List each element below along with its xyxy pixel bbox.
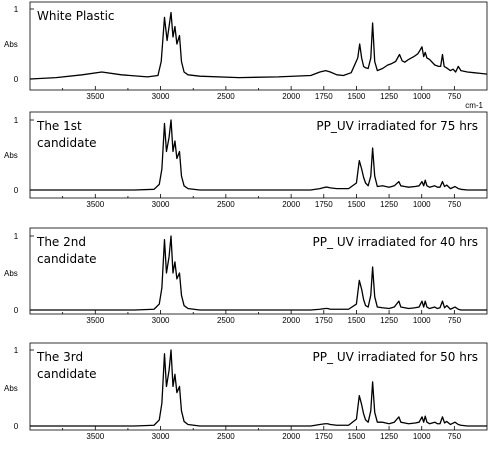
x-tick-label: 750 (448, 92, 462, 101)
x-tick-label: 3500 (86, 200, 104, 209)
x-tick-label: 750 (448, 316, 462, 325)
x-tick-label: 1000 (413, 200, 431, 209)
panel-frame (29, 1, 488, 91)
x-tick-label: 1000 (413, 316, 431, 325)
x-tick-label: 1750 (315, 92, 333, 101)
panel-annotation: PP_ UV irradiated for 50 hrs (313, 350, 478, 364)
x-tick-label: 1500 (348, 316, 366, 325)
x-tick-label: 1750 (315, 316, 333, 325)
y-tick-label: 0 (14, 306, 19, 315)
x-tick-label: 1750 (315, 200, 333, 209)
x-tick-label: 1750 (315, 432, 333, 441)
x-tick-label: 1250 (380, 92, 398, 101)
panel-annotation: PP_UV irradiated for 75 hrs (316, 119, 478, 133)
spectrum-line (30, 349, 487, 427)
panel-title: The 1st (36, 119, 82, 133)
x-tick-label: 1250 (380, 316, 398, 325)
panel-annotation: PP_ UV irradiated for 40 hrs (313, 235, 478, 249)
spectrum-line (30, 235, 487, 311)
x-tick-label: 1250 (380, 200, 398, 209)
y-tick-label: 1 (14, 5, 19, 14)
x-tick-label: 1500 (348, 432, 366, 441)
panel-frame (29, 342, 488, 431)
x-unit-label: cm-1 (465, 101, 483, 110)
x-tick-label: 2000 (282, 316, 300, 325)
x-tick-label: 1500 (348, 92, 366, 101)
y-tick-label: 1 (14, 116, 19, 125)
x-tick-label: 1250 (380, 432, 398, 441)
x-tick-label: 3000 (152, 200, 170, 209)
x-tick-label: 2500 (217, 200, 235, 209)
panel-title: candidate (37, 136, 97, 150)
y-tick-label: 1 (14, 346, 19, 355)
spectrum-line (29, 11, 488, 80)
x-tick-label: 3000 (152, 92, 170, 101)
x-tick-label: 2500 (217, 432, 235, 441)
y-axis-label: Abs (4, 40, 18, 49)
x-tick-label: 1000 (413, 92, 431, 101)
x-tick-label: 3000 (152, 432, 170, 441)
x-tick-label: 1500 (348, 200, 366, 209)
y-tick-label: 0 (14, 75, 19, 84)
x-tick-label: 2000 (282, 200, 300, 209)
panel-title: The 2nd (36, 235, 86, 249)
y-tick-label: 0 (14, 422, 19, 431)
x-tick-label: 750 (448, 200, 462, 209)
x-tick-label: 3500 (86, 316, 104, 325)
y-axis-label: Abs (4, 269, 18, 278)
panel-title: The 3rd (36, 350, 83, 364)
y-axis-label: Abs (4, 384, 18, 393)
x-tick-label: 1000 (413, 432, 431, 441)
panel-title: White Plastic (37, 9, 115, 23)
x-tick-label: 3000 (152, 316, 170, 325)
x-tick-label: 2000 (282, 92, 300, 101)
x-tick-label: 3500 (86, 432, 104, 441)
x-tick-label: 2500 (217, 316, 235, 325)
y-tick-label: 1 (14, 232, 19, 241)
y-tick-label: 0 (14, 186, 19, 195)
x-tick-label: 2500 (217, 92, 235, 101)
x-tick-label: 3500 (86, 92, 104, 101)
panel-title: candidate (37, 252, 97, 266)
y-axis-label: Abs (4, 151, 18, 160)
panel-title: candidate (37, 367, 97, 381)
spectrum-line (30, 119, 487, 191)
x-tick-label: 2000 (282, 432, 300, 441)
x-tick-label: 750 (448, 432, 462, 441)
